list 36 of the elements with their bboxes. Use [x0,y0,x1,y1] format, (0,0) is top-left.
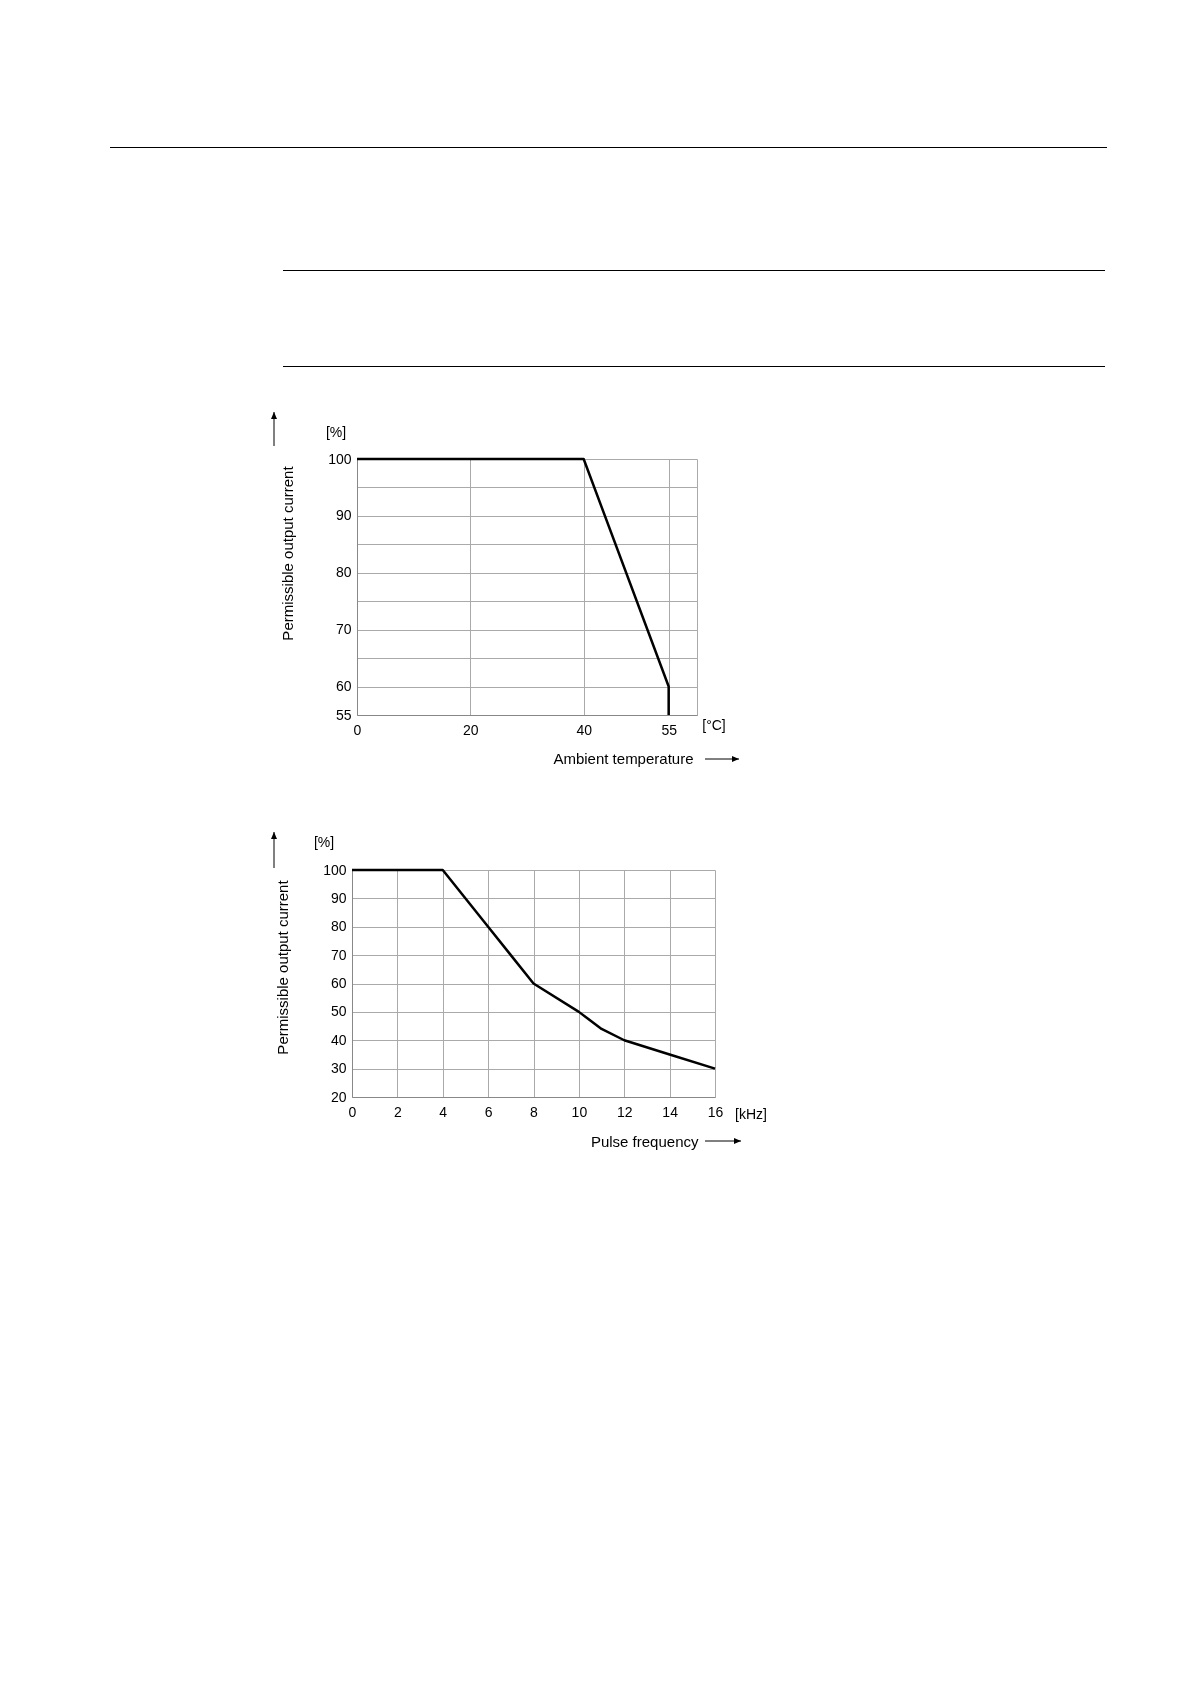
y-tick-label: 50 [330,1003,347,1020]
y-tick-label: 70 [335,621,352,638]
y-tick-label: 20 [330,1088,347,1105]
x-axis-title: Ambient temperature [553,749,694,767]
text: [%] [313,834,335,850]
x-tick-label: 55 [661,721,678,738]
y-tick-label: 90 [330,889,347,906]
x-tick-label: 12 [616,1103,633,1120]
y-tick-label: 100 [328,450,352,467]
y-tick-label: 40 [330,1031,347,1048]
x-tick-label: 20 [463,721,479,738]
y-tick-label: 80 [335,564,352,581]
y-tick-label: 100 [323,861,347,878]
text: [°C] [702,717,726,733]
x-tick-label: 6 [484,1103,493,1120]
y-axis-title: Permissible output current [278,465,296,641]
x-tick-label: 10 [571,1103,588,1120]
text: [kHz] [735,1106,767,1122]
x-tick-label: 14 [662,1103,679,1120]
x-tick-label: 4 [439,1103,448,1120]
y-axis-title: Permissible output current [273,879,291,1055]
y-tick-label: 80 [330,918,347,935]
x-tick-label: 8 [530,1103,539,1120]
x-tick-label: 16 [707,1103,724,1120]
x-tick-label: 0 [348,1103,357,1120]
x-axis-title: Pulse frequency [590,1132,699,1150]
y-tick-label: 90 [335,507,352,524]
x-tick-label: 2 [393,1103,402,1120]
x-tick-label: 0 [353,721,362,738]
y-tick-label: 55 [335,706,352,723]
x-tick-label: 40 [576,721,593,738]
y-tick-label: 60 [330,975,347,991]
text: [%] [325,424,347,440]
y-tick-label: 70 [330,946,347,963]
y-tick-label: 30 [330,1060,347,1077]
y-tick-label: 60 [335,678,352,695]
